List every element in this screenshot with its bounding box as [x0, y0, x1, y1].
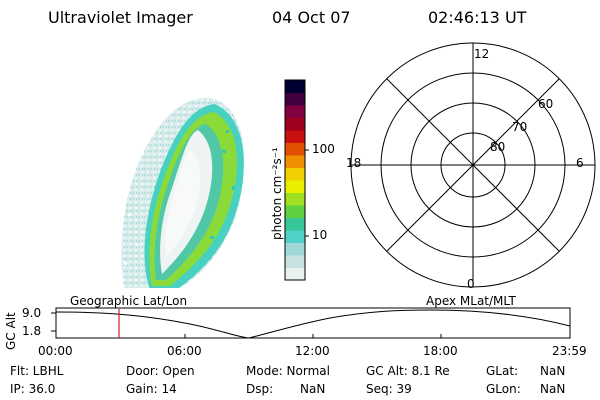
colorbar-segment: [285, 92, 305, 106]
colorbar-tick-10: 10: [312, 228, 328, 242]
colorbar-segment: [285, 180, 305, 193]
seq-status: Seq: 39: [366, 382, 412, 396]
glat-label: GLat:: [486, 364, 519, 378]
dsp-status: Dsp:: [246, 382, 274, 396]
mlt-label-6: 6: [576, 156, 584, 170]
polar-mlat-mlt-plot: [350, 42, 596, 288]
colorbar-segment: [285, 80, 305, 93]
colorbar-segment: [285, 142, 305, 156]
glon-label: GLon:: [486, 382, 521, 396]
apex-caption: Apex MLat/MLT: [426, 294, 516, 308]
colorbar-segment: [285, 242, 305, 256]
x-tick-1200: 12:00: [295, 344, 330, 358]
mode-status: Mode: Normal: [246, 364, 330, 378]
mlat-label-80: 80: [490, 140, 506, 154]
x-tick-2359: 23:59: [552, 344, 587, 358]
observation-time: 02:46:13 UT: [428, 8, 527, 27]
y-tick-1-8: 1.8: [22, 324, 42, 338]
color-scale-bar: [285, 80, 305, 281]
colorbar-segment: [285, 130, 305, 143]
colorbar-segment: [285, 105, 305, 118]
mlt-label-12: 12: [474, 47, 490, 61]
mlt-label-0: 0: [467, 277, 475, 291]
colorbar-segment: [285, 167, 305, 181]
gc-altitude-timeline: [51, 307, 571, 339]
x-tick-0600: 06:00: [167, 344, 202, 358]
geographic-caption: Geographic Lat/Lon: [70, 294, 188, 308]
glon-value: NaN: [540, 382, 566, 396]
colorbar-segment: [285, 192, 305, 206]
colorbar-segment: [285, 205, 305, 218]
timeline-y-axis-label: GC Alt: [4, 312, 18, 350]
x-tick-0000: 00:00: [38, 344, 73, 358]
colorbar-segment: [285, 230, 305, 243]
x-tick-1800: 18:00: [423, 344, 458, 358]
mlat-label-70: 70: [512, 120, 528, 134]
y-tick-9: 9.0: [22, 306, 42, 320]
colorbar-segment: [285, 117, 305, 131]
instrument-title: Ultraviolet Imager: [48, 8, 193, 27]
colorbar-segment: [285, 217, 305, 231]
colorbar-unit-label: photon cm⁻²s⁻¹: [270, 147, 284, 240]
colorbar-tick-100: 100: [312, 142, 335, 156]
glat-value: NaN: [540, 364, 566, 378]
observation-date: 04 Oct 07: [272, 8, 351, 27]
dsp-value: NaN: [300, 382, 326, 396]
mlt-label-18: 18: [346, 156, 362, 170]
colorbar-segment: [285, 155, 305, 168]
ip-status: IP: 36.0: [10, 382, 56, 396]
colorbar-segment: [285, 267, 305, 281]
colorbar-segment: [285, 255, 305, 268]
gain-status: Gain: 14: [126, 382, 177, 396]
filter-status: Flt: LBHL: [10, 364, 64, 378]
door-status: Door: Open: [126, 364, 195, 378]
gc-alt-status: GC Alt: 8.1 Re: [366, 364, 450, 378]
auroral-image: [121, 97, 245, 288]
mlat-label-60: 60: [538, 97, 554, 111]
